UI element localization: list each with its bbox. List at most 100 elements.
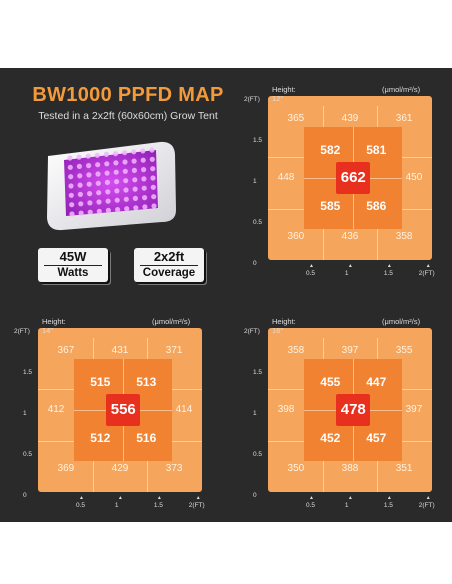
led-dot (150, 175, 156, 181)
spec-divider (140, 265, 198, 266)
led-dot (141, 167, 147, 173)
ppfd-inner-value: 586 (366, 198, 387, 213)
ppfd-inner-value: 581 (366, 143, 387, 158)
page-title: BW1000 PPFD MAP (32, 84, 224, 106)
ppfd-inner-value: 455 (320, 375, 341, 390)
x-axis-tick: 2(FT) (188, 502, 205, 509)
led-dot (141, 185, 147, 191)
x-axis-tick-mark: ▲ (386, 495, 392, 501)
ppfd-outer-value: 350 (287, 463, 305, 475)
led-dot (132, 177, 138, 183)
x-axis-tick-mark: ▲ (386, 263, 392, 269)
led-dot (149, 147, 155, 153)
x-axis-tick: 1.5 (383, 502, 393, 509)
led-dot (132, 195, 138, 201)
ppfd-outer-value: 361 (395, 112, 413, 124)
x-axis-tick: 2(FT) (418, 502, 435, 509)
ppfd-outer-value: 439 (341, 112, 359, 124)
ppfd-outer-value: 367 (57, 344, 75, 356)
led-dot (142, 204, 148, 210)
led-dot (77, 191, 83, 197)
ppfd-inner-value: 582 (320, 143, 341, 158)
x-axis-tick-mark: ▲ (195, 495, 201, 501)
led-dot (96, 190, 102, 196)
led-dot (114, 179, 120, 185)
led-dot (67, 164, 73, 170)
led-dot (113, 169, 119, 175)
ppfd-center-value: 556 (106, 394, 141, 426)
ppfd-outer-value: 412 (47, 404, 65, 415)
spec-watts-label: Watts (57, 267, 89, 279)
led-dot (133, 205, 139, 211)
x-axis-tick-mark: ▲ (425, 263, 431, 269)
x-axis-tick-mark: ▲ (308, 495, 314, 501)
y-axis-tick: 0 (253, 492, 257, 499)
y-axis-tick: 1.5 (253, 369, 263, 376)
led-dot (113, 160, 119, 166)
led-dot (104, 170, 110, 176)
ppfd-center-value: 662 (336, 162, 371, 194)
ppfd-inner-value: 513 (136, 375, 157, 390)
ppfd-inner-value: 452 (320, 430, 341, 445)
x-axis-tick: 1 (344, 502, 349, 509)
ppfd-inner-value: 515 (90, 375, 111, 390)
led-dot (123, 187, 129, 193)
ppfd-inner-value: 457 (366, 430, 387, 445)
ppfd-outer-value: 450 (405, 172, 423, 183)
led-dot (69, 211, 75, 217)
x-axis-tick-mark: ▲ (156, 495, 162, 501)
map-height-label: Height: 16" (272, 317, 296, 335)
page-subtitle: Tested in a 2x2ft (60x60cm) Grow Tent (38, 110, 218, 122)
led-dot (69, 202, 75, 208)
spec-watts: 45W Watts (38, 248, 108, 282)
led-dot (149, 156, 155, 162)
led-dot (122, 168, 128, 174)
led-dot (114, 188, 120, 194)
ppfd-outer-value: 448 (277, 172, 295, 183)
led-dot (87, 209, 93, 215)
x-axis-tick: 0.5 (305, 502, 315, 509)
x-axis-tick-mark: ▲ (347, 263, 353, 269)
ppfd-outer-value: 358 (287, 344, 305, 356)
led-dot (150, 184, 156, 190)
x-axis-tick: 1.5 (383, 270, 393, 277)
ppfd-inner-value: 516 (136, 430, 157, 445)
y-axis-tick: 2(FT) (244, 328, 260, 335)
ppfd-inner-value: 447 (366, 375, 387, 390)
led-dot (123, 196, 129, 202)
ppfd-outer-value: 429 (111, 463, 129, 475)
led-dot (68, 183, 74, 189)
led-grow-light-icon (47, 141, 176, 231)
led-dot (78, 201, 84, 207)
y-axis-tick: 0.5 (253, 451, 263, 458)
ppfd-outer-value: 373 (165, 463, 183, 475)
x-axis-tick-mark: ▲ (308, 263, 314, 269)
ppfd-inner-value: 512 (90, 430, 111, 445)
x-axis-tick: 2(FT) (418, 270, 435, 277)
ppfd-outer-value: 436 (341, 231, 359, 243)
led-dot (131, 158, 137, 164)
led-dot (151, 203, 157, 209)
ppfd-outer-value: 397 (341, 344, 359, 356)
y-axis-tick: 2(FT) (244, 96, 260, 103)
led-dot (132, 186, 138, 192)
spec-watts-value: 45W (59, 249, 87, 264)
led-dot (105, 189, 111, 195)
led-dot (141, 176, 147, 182)
led-dot (103, 151, 109, 157)
ppfd-outer-value: 388 (341, 463, 359, 475)
ppfd-inner-value: 585 (320, 198, 341, 213)
led-dot (150, 166, 156, 172)
led-dot (95, 171, 101, 177)
ppfd-outer-value: 371 (165, 344, 183, 356)
led-dot (96, 208, 102, 214)
led-dot (114, 197, 120, 203)
map-height-label: Height: 12" (272, 85, 296, 103)
led-dot (86, 181, 92, 187)
led-dot (87, 200, 93, 206)
x-axis-tick-mark: ▲ (425, 495, 431, 501)
led-dot (68, 174, 74, 180)
spec-coverage-label: Coverage (142, 267, 196, 279)
led-dot (142, 195, 148, 201)
ppfd-center-value: 478 (336, 394, 371, 426)
